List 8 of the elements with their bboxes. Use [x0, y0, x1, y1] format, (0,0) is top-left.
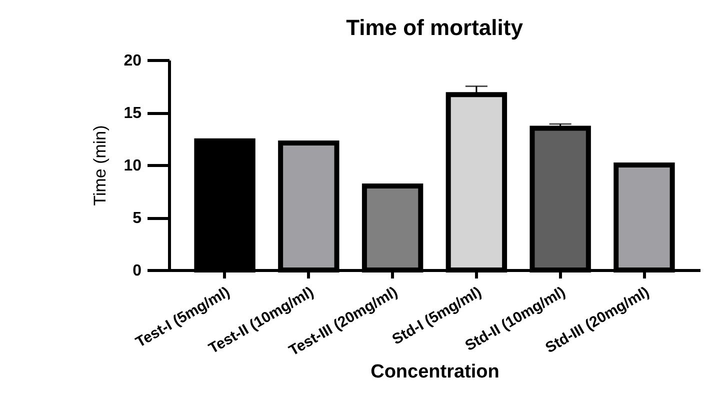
y-tick-label: 5: [132, 210, 142, 227]
x-axis-title: Concentration: [370, 362, 500, 383]
y-tick-label: 20: [124, 52, 142, 70]
y-tick-label: 10: [124, 158, 142, 174]
y-axis-title: Time (min): [90, 125, 110, 206]
y-tick-label: 0: [132, 262, 142, 280]
y-tick-label: 15: [124, 105, 142, 122]
chart-title: Time of mortality: [346, 15, 524, 40]
